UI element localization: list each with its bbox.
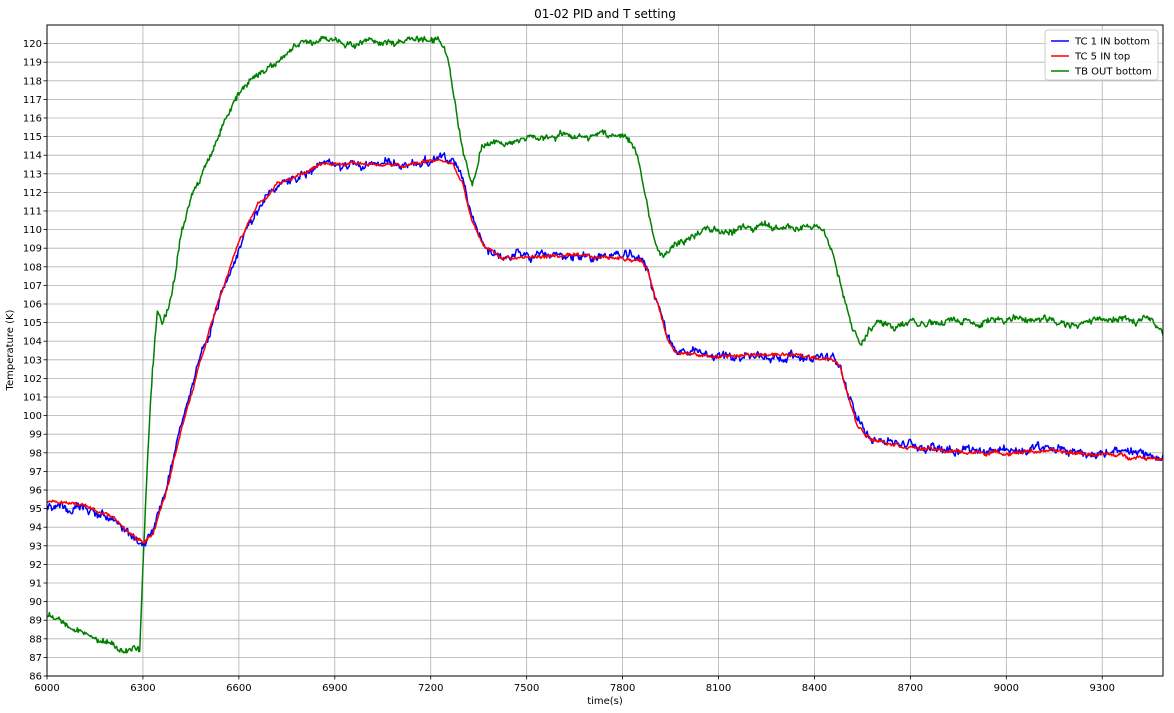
- x-tick-label: 7800: [610, 683, 635, 694]
- x-tick-label: 7500: [514, 683, 539, 694]
- series-line-2: [47, 35, 1163, 654]
- y-tick-label: 97: [29, 467, 42, 478]
- y-tick-label: 118: [23, 76, 42, 87]
- y-tick-label: 112: [23, 188, 42, 199]
- y-tick-label: 107: [23, 281, 42, 292]
- y-tick-label: 99: [29, 430, 42, 441]
- y-tick-label: 92: [29, 560, 42, 571]
- plot-lines: [47, 35, 1163, 654]
- y-tick-label: 117: [23, 95, 42, 106]
- y-tick-label: 103: [23, 355, 42, 366]
- x-tick-label: 8100: [706, 683, 731, 694]
- y-tick-label: 98: [29, 448, 42, 459]
- legend-label: TC 1 IN bottom: [1074, 37, 1150, 48]
- x-tick-label: 6300: [130, 683, 155, 694]
- x-axis-label: time(s): [587, 696, 623, 707]
- y-tick-label: 86: [29, 672, 42, 683]
- chart-title: 01-02 PID and T setting: [534, 7, 676, 21]
- series-line-1: [47, 158, 1163, 544]
- y-axis-ticks: 86 87 88 89 90 91 92 93 94 95 96 97 98 99 100 101 102 103…: [23, 39, 47, 683]
- x-tick-label: 9000: [994, 683, 1019, 694]
- x-tick-label: 9300: [1090, 683, 1115, 694]
- x-tick-label: 7200: [418, 683, 443, 694]
- x-axis-ticks: 6000 6300 6600 6900 7200 7500 7800 8100 8400 8700…: [34, 676, 1115, 694]
- y-tick-label: 113: [23, 169, 42, 180]
- y-tick-label: 100: [23, 411, 42, 422]
- y-tick-label: 115: [23, 132, 42, 143]
- y-tick-label: 102: [23, 374, 42, 385]
- y-tick-label: 88: [29, 634, 42, 645]
- plot-frame: [46, 24, 1164, 677]
- y-tick-label: 93: [29, 541, 42, 552]
- y-tick-label: 105: [23, 318, 42, 329]
- y-tick-label: 104: [23, 337, 42, 348]
- y-tick-label: 110: [23, 225, 42, 236]
- y-tick-label: 114: [23, 151, 42, 162]
- y-tick-label: 96: [29, 486, 42, 497]
- x-tick-label: 8700: [898, 683, 923, 694]
- legend-box: [1044, 29, 1159, 81]
- y-tick-label: 89: [29, 616, 42, 627]
- y-tick-label: 87: [29, 653, 42, 664]
- y-tick-label: 94: [29, 523, 42, 534]
- y-tick-label: 90: [29, 597, 42, 608]
- y-tick-label: 116: [23, 114, 42, 125]
- y-tick-label: 101: [23, 393, 42, 404]
- x-tick-label: 8400: [802, 683, 827, 694]
- y-tick-label: 119: [23, 58, 42, 69]
- legend-label: TC 5 IN top: [1074, 52, 1130, 63]
- x-tick-label: 6900: [322, 683, 347, 694]
- y-tick-label: 108: [23, 262, 42, 273]
- y-tick-label: 91: [29, 579, 42, 590]
- x-tick-label: 6000: [34, 683, 59, 694]
- y-tick-label: 95: [29, 504, 42, 515]
- y-tick-label: 109: [23, 244, 42, 255]
- y-tick-label: 120: [23, 39, 42, 50]
- y-tick-label: 111: [23, 207, 42, 218]
- legend-label: TB OUT bottom: [1074, 67, 1152, 78]
- x-tick-label: 6600: [226, 683, 251, 694]
- series-line-0: [47, 152, 1163, 547]
- y-axis-label: Temperature (K): [5, 309, 16, 391]
- y-tick-label: 106: [23, 300, 42, 311]
- legend: TC 1 IN bottom TC 5 IN top TB OUT bottom: [1044, 29, 1159, 81]
